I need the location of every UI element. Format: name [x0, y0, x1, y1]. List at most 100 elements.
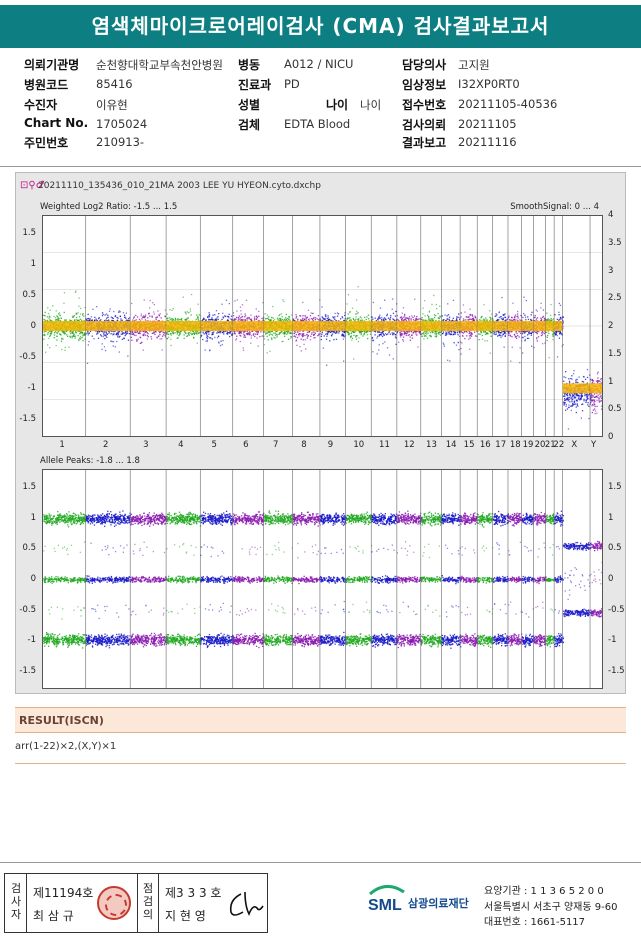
axis-tick-label: 0.5: [608, 404, 622, 415]
info-value: I32XP0RT0: [458, 77, 520, 91]
allele-peaks-svg: [43, 470, 604, 688]
top-panel-label: Weighted Log2 Ratio: -1.5 ... 1.5: [40, 202, 178, 212]
result-header: RESULT(ISCN): [15, 707, 626, 733]
axis-tick-label: 1: [30, 259, 36, 269]
chromosome-label: 20: [534, 440, 546, 450]
reviewer-name: 지 현 영: [165, 909, 206, 923]
info-value: 1705024: [96, 117, 148, 131]
axis-tick-label: 0.5: [608, 543, 622, 554]
age-label: 나이: [326, 98, 349, 112]
info-label: 수진자: [24, 98, 58, 112]
axis-tick-label: 1: [608, 376, 614, 387]
chromosome-label: 8: [301, 440, 307, 450]
file-icon: ⊡⚲♂: [20, 180, 45, 191]
axis-tick-label: 0: [608, 574, 614, 584]
axis-tick-label: -1.5: [608, 666, 625, 676]
phone: 대표번호 : 1661-5117: [484, 917, 586, 928]
axis-tick-label: 1: [608, 512, 614, 523]
axis-tick-label: -1: [27, 383, 36, 393]
examiner-name: 최 삼 규: [33, 909, 74, 923]
plot-file-name: 20211110_135436_010_21MA 2003 LEE YU HYE…: [38, 181, 321, 191]
chromosome-label: 13: [426, 440, 437, 450]
axis-tick-label: 0.5: [22, 543, 36, 554]
chromosome-label: 15: [463, 440, 475, 450]
divider: [15, 763, 626, 764]
axis-tick-label: 2.5: [608, 293, 622, 304]
axis-tick-label: 0.5: [22, 290, 36, 300]
chromosome-label: 3: [143, 440, 149, 450]
reviewer-license: 제3 3 3 호: [165, 886, 222, 900]
signature-box: 검사자 제11194호 최 삼 규 점검의 제3 3 3 호 지 현 영: [4, 873, 268, 933]
bottom-panel-label: Allele Peaks: -1.8 ... 1.8: [40, 456, 140, 466]
info-label: 담당의사: [402, 58, 447, 72]
organization-name: 삼광의료재단: [408, 897, 469, 910]
chromosome-label: 5: [211, 440, 217, 450]
axis-tick-label: 1.5: [22, 228, 36, 238]
logo-text: SML: [368, 897, 402, 914]
age-value: 나이: [360, 98, 382, 112]
examiner-label: 검사자: [10, 882, 22, 921]
cma-plot: ⊡⚲♂ 20211110_135436_010_21MA 2003 LEE YU…: [15, 172, 626, 694]
info-label: 결과보고: [402, 136, 447, 150]
axis-tick-label: 1.5: [22, 482, 36, 492]
chromosome-label: 22: [553, 440, 565, 450]
allele-peaks-panel: [42, 469, 604, 689]
axis-tick-label: 3.5: [608, 237, 622, 248]
axis-tick-label: 0: [608, 432, 614, 442]
divider: [0, 166, 641, 167]
address: 서울특별시 서초구 양재동 9-60: [484, 902, 618, 913]
chromosome-label: 1: [59, 440, 65, 450]
sml-logo-icon: SML: [368, 885, 405, 914]
chromosome-label: 7: [273, 440, 279, 450]
info-value: EDTA Blood: [284, 117, 351, 131]
patient-info: 의뢰기관명 순천향대학교부속천안병원 병원코드 85416 수진자 이유현 Ch…: [0, 52, 641, 160]
info-label: 의뢰기관명: [24, 58, 80, 72]
info-label: 병원코드: [24, 78, 69, 92]
info-value: 210913-: [96, 135, 145, 149]
seal-stamp: [97, 886, 131, 920]
chromosome-label: 16: [479, 440, 491, 450]
top-panel-right-label: SmoothSignal: 0 ... 4: [510, 202, 599, 212]
info-label: Chart No.: [24, 116, 89, 130]
info-label: 주민번호: [24, 136, 69, 150]
info-value: 순천향대학교부속천안병원: [96, 58, 223, 72]
log2-ratio-svg: [43, 216, 604, 436]
info-label: 성별: [238, 98, 261, 112]
info-value: 20211116: [458, 135, 517, 149]
chromosome-label: 14: [445, 440, 457, 450]
signature-mark: [229, 891, 264, 916]
axis-tick-label: 1.5: [608, 482, 622, 492]
info-value: 고지원: [458, 58, 490, 72]
chromosome-label: X: [571, 440, 578, 450]
info-value: 이유현: [96, 98, 128, 112]
chromosome-label: 18: [509, 440, 521, 450]
info-value: A012 / NICU: [284, 57, 354, 71]
axis-tick-label: 1: [30, 512, 36, 523]
info-label: 병동: [238, 58, 261, 72]
info-value: 20211105: [458, 117, 517, 131]
chromosome-label: 11: [379, 440, 390, 450]
chromosome-label: 10: [353, 440, 365, 450]
axis-tick-label: 1.5: [608, 348, 622, 359]
info-label: 검체: [238, 118, 261, 132]
axis-tick-label: -0.5: [19, 604, 36, 615]
info-label: 검사의뢰: [402, 118, 447, 132]
chromosome-label: Y: [591, 440, 597, 450]
axis-tick-label: -1.5: [19, 414, 36, 424]
institution-code: 요양기관 : 1 1 3 6 5 2 0 0: [484, 886, 604, 897]
axis-tick-label: -1.5: [19, 666, 36, 676]
axis-tick-label: 2: [608, 321, 614, 331]
chromosome-label: 4: [178, 440, 184, 450]
info-label: 접수번호: [402, 98, 447, 112]
chromosome-label: 12: [403, 440, 415, 450]
info-value: PD: [284, 77, 300, 91]
info-value: 20211105-40536: [458, 97, 558, 111]
divider: [0, 862, 641, 863]
chromosome-label: 21: [544, 440, 556, 450]
axis-tick-label: -0.5: [608, 604, 625, 615]
info-value: 85416: [96, 77, 133, 91]
chromosome-label: 17: [495, 440, 507, 450]
info-label: 진료과: [238, 78, 272, 92]
log2-ratio-panel: [42, 215, 604, 437]
chromosome-label: 6: [243, 440, 249, 450]
